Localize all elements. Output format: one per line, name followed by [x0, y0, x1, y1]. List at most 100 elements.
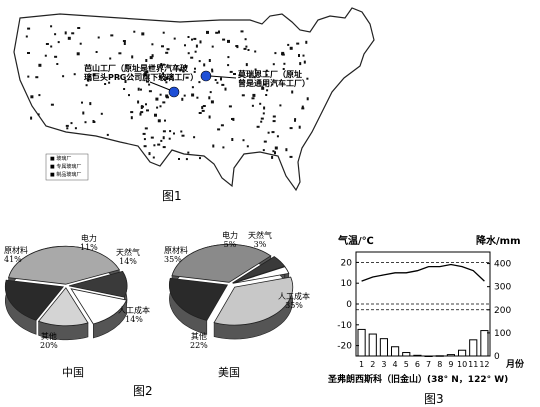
factory-dot — [148, 90, 152, 93]
factory-dot — [279, 104, 282, 107]
factory-dot — [301, 105, 304, 109]
china-label-raw: 原材料 41% — [4, 246, 28, 264]
temp-tick-label: -20 — [337, 342, 352, 352]
month-tick-label: 9 — [448, 360, 453, 369]
factory-dot — [27, 52, 30, 54]
factory-dot — [241, 94, 245, 97]
factory-dot — [67, 36, 71, 40]
precip-tick-label: 0 — [494, 352, 500, 362]
factory-dot — [37, 113, 40, 116]
precipitation-bar — [368, 333, 377, 357]
precipitation-bar — [446, 354, 455, 357]
factory-dot — [215, 31, 219, 34]
factory-dot — [202, 105, 206, 107]
factory-dot — [140, 88, 142, 91]
factory-dot — [201, 106, 204, 110]
factory-dot — [144, 72, 147, 76]
factory-dot — [261, 86, 265, 90]
factory-dot — [211, 45, 214, 48]
temp-tick-label: 10 — [341, 279, 353, 289]
factory-dot — [210, 100, 214, 104]
factory-dot — [252, 93, 256, 97]
factory-dot — [38, 94, 41, 97]
pie-slice — [232, 266, 290, 284]
factory-dot — [191, 86, 194, 89]
factory-dot — [187, 52, 190, 55]
china-title: 中国 — [62, 366, 84, 379]
factory-dot — [306, 77, 309, 80]
factory-dot — [74, 127, 77, 130]
factory-dot — [265, 94, 268, 96]
factory-dot — [184, 65, 188, 68]
factory-dot — [201, 109, 205, 112]
factory-dot — [198, 81, 201, 84]
factory-dot — [178, 158, 180, 160]
factory-dot — [296, 42, 300, 45]
factory-dot — [287, 43, 290, 46]
factory-dot — [183, 94, 186, 97]
factory-dot — [89, 102, 92, 106]
factory-dot — [164, 119, 166, 122]
factory-dot — [62, 75, 65, 78]
factory-dot — [30, 95, 34, 99]
legend-box — [45, 153, 89, 181]
factory-dot — [153, 144, 156, 147]
factory-dot — [76, 52, 80, 56]
factory-dot — [221, 83, 225, 86]
factory-dot — [73, 73, 76, 76]
factory-dot — [191, 38, 193, 41]
precip-tick-label: 200 — [494, 306, 511, 316]
factory-dot — [162, 72, 165, 75]
usa-pie-slices — [169, 243, 294, 340]
factory-dot — [173, 37, 176, 40]
factory-dot — [152, 156, 155, 159]
precip-tick-label: 400 — [494, 260, 511, 270]
factory-dot — [130, 74, 133, 77]
factory-dot — [162, 31, 165, 34]
factory-dot — [182, 70, 185, 73]
factory-dot — [289, 127, 293, 130]
factory-dot — [140, 106, 143, 109]
factory-dot — [247, 49, 250, 51]
factory-dot — [191, 93, 195, 97]
pie-slice — [8, 245, 120, 285]
factory-dot — [298, 54, 300, 57]
factory-dot — [305, 40, 308, 44]
factory-dot — [165, 51, 169, 54]
month-tick-label: 7 — [426, 360, 431, 369]
usa-pie-chart — [150, 228, 300, 348]
factory-dot — [130, 116, 133, 120]
factory-dot — [228, 105, 232, 108]
factory-dot — [294, 119, 296, 122]
annotation-left: 芭山工厂（原址是世界汽车玻 璃巨头PPG公司旗下玻璃工厂） — [84, 64, 199, 82]
pie-slice — [169, 277, 229, 321]
factory-dot — [216, 81, 219, 84]
month-tick-label: 6 — [415, 360, 420, 369]
factory-dot — [190, 56, 194, 59]
precip-axis-title: 降水/mm — [476, 236, 521, 247]
factory-dot — [214, 79, 217, 81]
factory-dot — [92, 120, 95, 123]
factory-dot — [233, 73, 236, 75]
factory-dot — [82, 111, 85, 115]
factory-dot — [276, 135, 279, 138]
factory-dot — [242, 139, 245, 142]
factory-dot — [125, 64, 128, 67]
factory-dot — [176, 65, 179, 68]
factory-dot — [160, 139, 163, 142]
usa-title: 美国 — [218, 366, 240, 379]
factory-dot — [212, 144, 215, 148]
factory-dot — [151, 43, 154, 46]
precipitation-bars — [357, 328, 489, 357]
annotation-arrow-left — [149, 81, 171, 91]
factory-dot — [123, 42, 126, 45]
china-label-gas: 天然气 14% — [116, 248, 140, 266]
factory-dot — [44, 54, 47, 57]
annotation-right: 莫瑞恩工厂（原址 曾是通用汽车工厂） — [238, 70, 310, 88]
china-label-other: 其他 20% — [40, 332, 58, 350]
month-tick-label: 12 — [479, 360, 489, 369]
factory-dot — [146, 80, 149, 83]
factory-dot — [145, 103, 147, 106]
factory-dot — [66, 127, 69, 130]
factory-dot — [198, 112, 202, 114]
